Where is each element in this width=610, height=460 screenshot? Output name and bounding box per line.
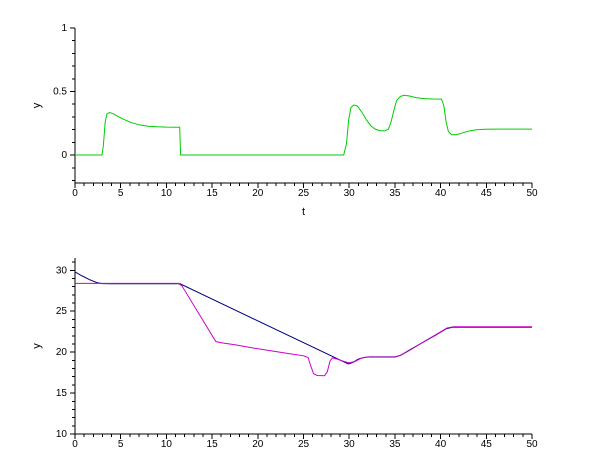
x-tick-label: 5 [118,439,124,450]
x-tick-label: 25 [298,188,310,199]
x-tick-label: 45 [481,439,493,450]
x-tick-label: 20 [252,439,264,450]
x-tick-label: 35 [389,188,401,199]
x-tick-label: 15 [207,439,219,450]
y-tick-label: 0 [61,150,67,161]
series-line-blue-signal [74,271,532,365]
x-tick-label: 10 [161,188,173,199]
x-tick-label: 5 [118,188,124,199]
x-tick-label: 25 [298,439,310,450]
y-tick-label: 25 [56,306,68,317]
x-tick-label: 35 [389,439,401,450]
x-tick-label: 40 [435,439,447,450]
y-axis-label: y [31,102,43,108]
x-tick-label: 10 [161,439,173,450]
series-line-green-signal [75,94,532,156]
y-tick-label: 30 [56,265,68,276]
y-axis-label: y [31,343,43,349]
x-tick-label: 40 [435,188,447,199]
y-tick-label: 1 [61,23,67,34]
x-tick-label: 45 [481,188,493,199]
x-tick-label: 20 [252,188,264,199]
y-tick-label: 15 [56,388,68,399]
y-tick-label: 20 [56,347,68,358]
axes [70,27,533,188]
y-tick-label: 0.5 [53,87,67,98]
x-axis-label: t [302,206,305,218]
x-tick-label: 15 [207,188,219,199]
x-tick-label: 0 [72,188,78,199]
axes [70,258,533,439]
series-line-magenta-signal [75,282,532,377]
x-tick-label: 0 [72,439,78,450]
x-tick-label: 30 [344,188,356,199]
x-tick-label: 50 [526,439,538,450]
x-tick-label: 30 [344,439,356,450]
top-chart: 0 5 10 15 20 25 30 35 40 45 50 0 0.5 1 t y [31,23,538,218]
x-tick-label: 50 [526,188,538,199]
y-tick-label: 10 [56,429,68,440]
bottom-chart: 0 5 10 15 20 25 30 35 40 45 50 10 15 20 25 30 y [31,258,538,450]
